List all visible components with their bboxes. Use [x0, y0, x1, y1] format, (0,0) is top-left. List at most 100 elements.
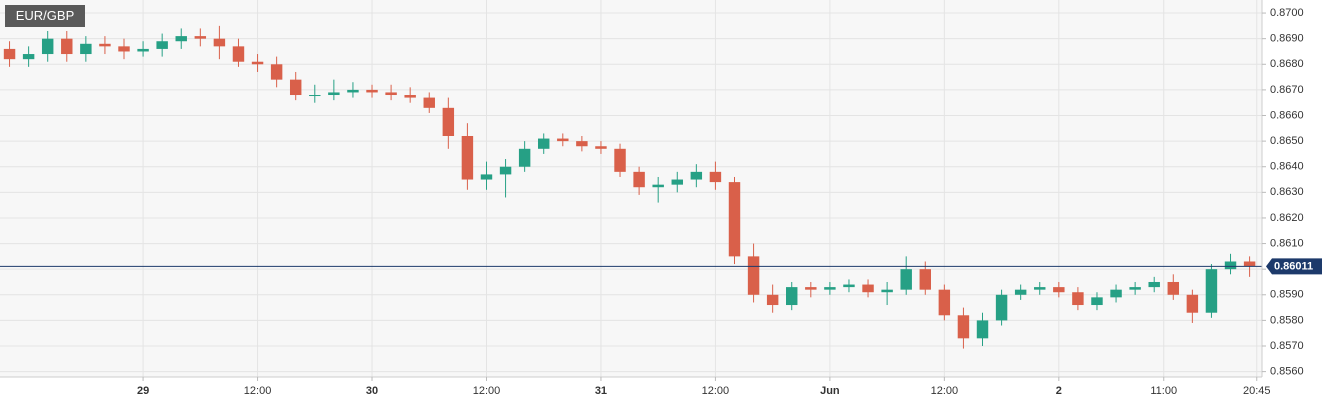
candle-body — [518, 148, 531, 167]
axis-labels: 0.85600.85700.85800.85900.86000.86100.86… — [137, 7, 1322, 397]
candle-body — [728, 182, 741, 257]
candle-body — [900, 269, 912, 290]
plot-area — [0, 0, 1262, 377]
candle-body — [690, 171, 703, 180]
x-tick-label: Jun — [820, 385, 840, 397]
candle-body — [251, 61, 264, 65]
candle-body — [766, 294, 779, 306]
candle-body — [41, 38, 54, 55]
x-tick-label: 20:45 — [1243, 385, 1271, 397]
y-tick-label: 0.8630 — [1270, 186, 1304, 198]
y-tick-label: 0.8660 — [1270, 109, 1304, 121]
candle-body — [976, 320, 989, 339]
candle-body — [805, 287, 817, 290]
candle-body — [881, 289, 893, 293]
title-box — [5, 5, 85, 27]
candle-body — [1110, 289, 1122, 298]
candle-body — [747, 256, 760, 295]
candle-body — [347, 89, 359, 93]
y-tick-label: 0.8650 — [1270, 135, 1304, 147]
candle-body — [270, 64, 283, 80]
candle-body — [1034, 287, 1046, 290]
x-tick-label: 2 — [1056, 385, 1062, 397]
candle-body — [843, 284, 855, 288]
candle-body — [99, 43, 111, 47]
x-tick-label: 29 — [137, 385, 149, 397]
candle-body — [328, 92, 340, 96]
candle-body — [652, 184, 664, 188]
candle-body — [289, 79, 302, 96]
candle-body — [442, 107, 455, 136]
x-tick-label: 30 — [366, 385, 378, 397]
candle-body — [461, 135, 474, 180]
candle-body — [22, 54, 35, 60]
y-tick-label: 0.8690 — [1270, 33, 1304, 45]
chart-title: EUR/GBP — [16, 8, 75, 23]
candle-body — [80, 43, 92, 55]
candle-body — [614, 148, 626, 172]
y-tick-label: 0.8700 — [1270, 7, 1304, 19]
candle-body — [156, 41, 168, 49]
candle-body — [1205, 269, 1218, 313]
x-tick-label: 12:00 — [702, 385, 730, 397]
y-tick-label: 0.8590 — [1270, 289, 1304, 301]
candle-body — [862, 284, 874, 293]
candle-body — [118, 46, 130, 52]
candle-body — [61, 38, 73, 55]
candle-body — [423, 97, 435, 108]
candle-body — [995, 294, 1008, 321]
x-tick-label: 12:00 — [473, 385, 501, 397]
y-tick-label: 0.8620 — [1270, 212, 1304, 224]
last-price-label: 0.86011 — [1274, 260, 1313, 272]
candle-body — [194, 36, 207, 39]
candle-body — [137, 48, 149, 52]
y-tick-label: 0.8670 — [1270, 84, 1304, 96]
candle-body — [175, 36, 187, 42]
candle-body — [1091, 297, 1103, 306]
candle-body — [1148, 281, 1160, 288]
candle-body — [709, 171, 722, 183]
candle-body — [385, 92, 397, 96]
y-tick-label: 0.8570 — [1270, 340, 1304, 352]
candle-body — [671, 179, 683, 185]
candle-body — [232, 46, 245, 62]
candle-body — [595, 146, 607, 149]
candle-body — [957, 315, 970, 339]
x-tick-label: 31 — [595, 385, 607, 397]
candles — [0, 25, 1262, 349]
candle-body — [366, 89, 378, 93]
grid — [0, 0, 1262, 377]
y-tick-label: 0.8610 — [1270, 237, 1304, 249]
candle-body — [537, 138, 550, 149]
candle-body — [480, 174, 493, 180]
candle-body — [309, 95, 321, 97]
x-tick-label: 12:00 — [244, 385, 272, 397]
candle-body — [938, 289, 951, 316]
candle-body — [1243, 261, 1256, 267]
candle-body — [1014, 289, 1027, 295]
candle-body — [919, 269, 931, 290]
candle-body — [1224, 261, 1237, 270]
x-tick-label: 11:00 — [1150, 385, 1177, 397]
candle-body — [3, 48, 16, 60]
candle-body — [1167, 281, 1180, 295]
y-tick-label: 0.8580 — [1270, 314, 1304, 326]
x-tick-label: 12:00 — [931, 385, 959, 397]
y-tick-label: 0.8640 — [1270, 161, 1304, 173]
candle-body — [576, 141, 588, 147]
candle-body — [1186, 294, 1199, 313]
candle-body — [499, 166, 512, 175]
y-tick-label: 0.8680 — [1270, 58, 1304, 70]
y-tick-label: 0.8560 — [1270, 366, 1304, 378]
candle-body — [1072, 292, 1084, 306]
candle-body — [404, 95, 416, 98]
candle-body — [1129, 287, 1141, 290]
candle-body — [824, 287, 836, 290]
candle-body — [213, 38, 226, 47]
candle-body — [633, 171, 645, 188]
candle-body — [557, 138, 569, 142]
candle-body — [786, 287, 798, 306]
last-price-tag — [1266, 258, 1322, 275]
